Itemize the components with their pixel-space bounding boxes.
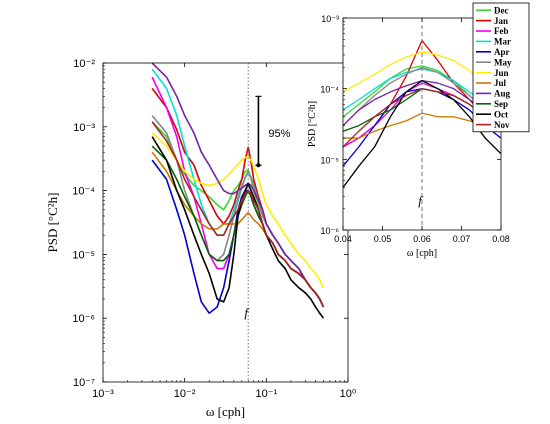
main-xtick-label: 10⁰ <box>340 388 357 400</box>
main-series-line-aug <box>151 63 325 308</box>
main-series-group <box>151 63 325 319</box>
main-xtick-label: 10⁻² <box>174 388 196 400</box>
main-f-label: f <box>244 305 250 320</box>
main-ytick-label: 10⁻⁵ <box>72 249 95 261</box>
main-ytick-label: 10⁻⁷ <box>73 377 95 389</box>
legend-label-nov: Nov <box>494 120 510 130</box>
main-ytick-label: 10⁻² <box>73 58 95 70</box>
inset-xtick-label: 0.06 <box>413 234 431 244</box>
legend-label-feb: Feb <box>494 26 509 36</box>
main-panel: f 10⁻³ 10⁻² 10⁻¹ 10⁰ 10⁻⁷ 10⁻⁶ 10⁻⁵ 10⁻⁴ 10⁻³ 10⁻²… <box>45 58 357 419</box>
legend-label-jun: Jun <box>494 68 509 78</box>
legend-label-sep: Sep <box>494 99 508 109</box>
inset-f-label: f <box>418 193 424 208</box>
inset-xaxis-label: ω [cph] <box>407 248 437 259</box>
inset-xtick-label: 0.08 <box>492 234 510 244</box>
legend-box <box>472 2 530 133</box>
main-xtick-label: 10⁻¹ <box>255 388 277 400</box>
main-series-line-oct <box>151 136 325 319</box>
main-yaxis-label: PSD [°C²h] <box>45 192 60 252</box>
legend-label-dec: Dec <box>494 5 509 15</box>
confidence-label: 95% <box>268 128 290 140</box>
legend-label-aug: Aug <box>494 89 511 99</box>
inset-ytick-label: 10⁻⁶ <box>321 226 340 236</box>
inset-ytick-label: 10⁻⁵ <box>321 155 340 165</box>
inset-xtick-label: 0.07 <box>453 234 471 244</box>
legend-label-mar: Mar <box>494 37 511 47</box>
legend-label-may: May <box>494 57 512 67</box>
inset-xtick-label: 0.04 <box>334 234 352 244</box>
main-xtick-label: 10⁻³ <box>92 388 114 400</box>
legend-label-jul: Jul <box>494 78 507 88</box>
main-ytick-label: 10⁻³ <box>73 122 95 134</box>
inset-panel: f 0.04 0.05 0.06 0.07 0.08 10⁻⁶ 10⁻⁵ 10⁻⁴ 10⁻³ ω [… <box>307 2 530 259</box>
confidence-errorbar-point <box>256 163 261 168</box>
legend-label-oct: Oct <box>494 109 508 119</box>
legend-label-apr: Apr <box>494 47 510 57</box>
inset-ytick-label: 10⁻⁴ <box>320 85 339 95</box>
inset-yaxis-label: PSD [°C²h] <box>307 101 318 147</box>
legend-label-jan: Jan <box>494 16 508 26</box>
main-ytick-label: 10⁻⁶ <box>72 313 95 325</box>
main-xaxis-label: ω [cph] <box>206 404 245 419</box>
main-series-line-jun <box>151 132 325 289</box>
main-ytick-label: 10⁻⁴ <box>72 186 95 198</box>
inset-xtick-label: 0.05 <box>374 234 392 244</box>
inset-ytick-label: 10⁻³ <box>321 14 339 24</box>
main-series-line-nov <box>151 121 325 308</box>
